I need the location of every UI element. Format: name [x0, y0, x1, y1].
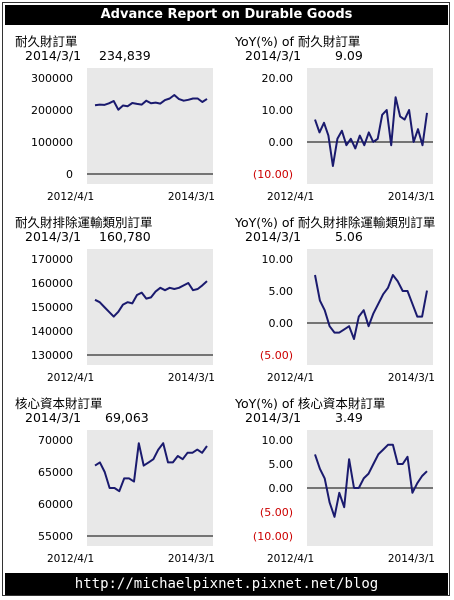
panel-value: 160,780 — [99, 229, 151, 244]
y-tick-label: 5.00 — [269, 285, 294, 298]
plot-background — [87, 68, 213, 184]
page-title: Advance Report on Durable Goods — [5, 5, 448, 25]
panel-core-capital: 核心資本財訂單 2014/3/1 69,063 55000 60000 65000 7… — [7, 390, 225, 570]
chart-ex-transport: 130000 140000 150000 160000 170000 2012/4/1 20… — [31, 249, 215, 384]
y-tick-label: 130000 — [31, 349, 73, 362]
panel-date: 2014/3/1 — [25, 229, 82, 244]
panel-title: YoY(%) of 耐久財排除運輸類別訂單 — [235, 215, 436, 230]
panel-title: 核心資本財訂單 — [15, 396, 103, 411]
footer-url: http://michaelpixnet.pixnet.net/blog — [5, 573, 448, 595]
y-tick-label: 200000 — [31, 104, 73, 117]
y-tick-label: 65000 — [38, 466, 73, 479]
x-tick-label: 2012/4/1 — [267, 553, 314, 565]
chart-core-capital-yoy: (10.00) (5.00) 0.00 5.00 10.00 2012/4/1 2014/3… — [253, 430, 435, 565]
y-tick-label: 170000 — [31, 253, 73, 266]
y-tick-label: (10.00) — [253, 530, 293, 543]
y-tick-label: 60000 — [38, 498, 73, 511]
y-tick-label: 160000 — [31, 277, 73, 290]
y-tick-label: 55000 — [38, 530, 73, 543]
y-tick-label: 0.00 — [269, 317, 294, 330]
panel-value: 9.09 — [335, 48, 363, 63]
y-tick-label: 140000 — [31, 325, 73, 338]
panel-title: 耐久財訂單 — [15, 34, 78, 49]
x-tick-label: 2014/3/1 — [168, 553, 215, 565]
chart-ex-transport-yoy: (5.00) 0.00 5.00 10.00 2012/4/1 2014/3/1 — [260, 249, 435, 384]
series-line — [94, 280, 208, 318]
panel-value: 3.49 — [335, 410, 363, 425]
panel-value: 69,063 — [105, 410, 149, 425]
x-tick-label: 2012/4/1 — [47, 372, 94, 384]
y-tick-label: 0.00 — [269, 482, 294, 495]
outer-frame — [2, 2, 450, 596]
series-line — [314, 274, 428, 340]
panel-date: 2014/3/1 — [245, 410, 302, 425]
y-tick-label: 5.00 — [269, 458, 294, 471]
series-line — [94, 94, 208, 111]
panel-title: 耐久財排除運輸類別訂單 — [15, 215, 153, 230]
chart-durable-goods-yoy: (10.00) 0.00 10.00 20.00 2012/4/1 2014/3/1 — [253, 68, 435, 203]
panel-durable-goods-yoy: YoY(%) of 耐久財訂單 2014/3/1 9.09 (10.00) 0.0… — [227, 28, 445, 208]
x-tick-label: 2012/4/1 — [47, 191, 94, 203]
y-tick-label: 10.00 — [262, 253, 294, 266]
series-line — [94, 442, 208, 493]
plot-background — [87, 249, 213, 365]
panel-durable-goods: 耐久財訂單 2014/3/1 234,839 0 100000 200000 3000… — [7, 28, 225, 208]
chart-durable-goods: 0 100000 200000 300000 2012/4/1 2014/3/1 — [31, 68, 215, 203]
panel-value: 234,839 — [99, 48, 151, 63]
plot-background — [87, 430, 213, 546]
y-tick-label: 0.00 — [269, 136, 294, 149]
y-tick-label: 100000 — [31, 136, 73, 149]
y-tick-label: 150000 — [31, 301, 73, 314]
series-line — [314, 96, 428, 167]
plot-background — [307, 249, 433, 365]
panel-ex-transport: 耐久財排除運輸類別訂單 2014/3/1 160,780 130000 14000… — [7, 209, 225, 389]
y-tick-label: (5.00) — [260, 349, 293, 362]
panel-date: 2014/3/1 — [25, 410, 82, 425]
panel-core-capital-yoy: YoY(%) of 核心資本財訂單 2014/3/1 3.49 (10.00)(… — [227, 390, 445, 570]
y-tick-label: 10.00 — [262, 434, 294, 447]
panel-date: 2014/3/1 — [245, 229, 302, 244]
y-tick-label: 10.00 — [262, 104, 294, 117]
panel-title: YoY(%) of 耐久財訂單 — [235, 34, 361, 49]
panel-date: 2014/3/1 — [25, 48, 82, 63]
y-tick-label: (10.00) — [253, 168, 293, 181]
y-tick-label: (5.00) — [260, 506, 293, 519]
x-tick-label: 2014/3/1 — [388, 191, 435, 203]
x-tick-label: 2012/4/1 — [267, 191, 314, 203]
panel-ex-transport-yoy: YoY(%) of 耐久財排除運輸類別訂單 2014/3/1 5.06 (5.0… — [227, 209, 445, 389]
panel-title: YoY(%) of 核心資本財訂單 — [235, 396, 386, 411]
panel-value: 5.06 — [335, 229, 363, 244]
y-tick-label: 70000 — [38, 434, 73, 447]
y-tick-label: 300000 — [31, 72, 73, 85]
panel-date: 2014/3/1 — [245, 48, 302, 63]
x-tick-label: 2014/3/1 — [168, 372, 215, 384]
x-tick-label: 2014/3/1 — [168, 191, 215, 203]
x-tick-label: 2012/4/1 — [267, 372, 314, 384]
y-tick-label: 20.00 — [262, 72, 294, 85]
x-tick-label: 2014/3/1 — [388, 553, 435, 565]
series-line — [314, 443, 428, 518]
x-tick-label: 2014/3/1 — [388, 372, 435, 384]
x-tick-label: 2012/4/1 — [47, 553, 94, 565]
y-tick-label: 0 — [66, 168, 73, 181]
chart-core-capital: 55000 60000 65000 70000 2012/4/1 2014/3/1 — [38, 430, 215, 565]
